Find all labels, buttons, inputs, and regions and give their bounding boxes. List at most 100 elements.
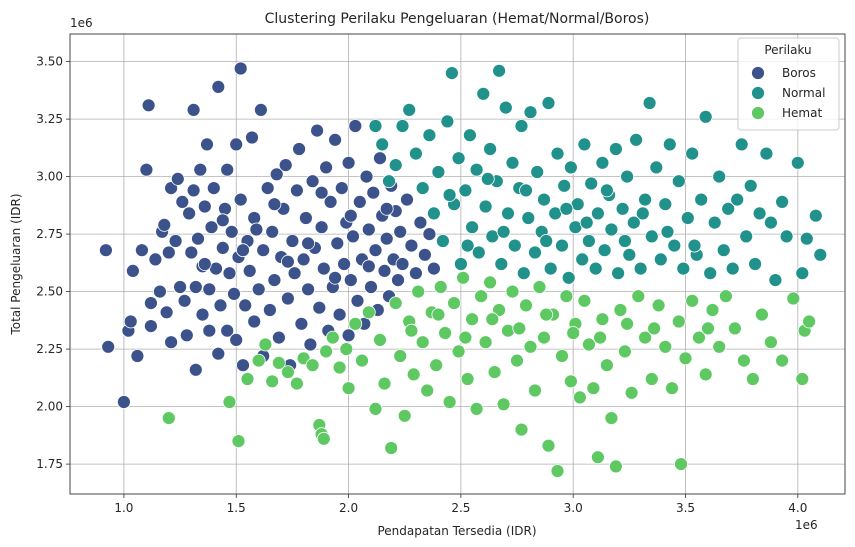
data-point-normal xyxy=(523,105,538,120)
data-point-normal xyxy=(604,222,619,237)
data-point-hemat xyxy=(348,316,363,331)
data-point-boros xyxy=(350,293,365,308)
data-point-normal xyxy=(764,215,778,230)
data-point-normal xyxy=(564,160,578,175)
data-point-normal xyxy=(501,206,515,221)
chart-title: Clustering Perilaku Pengeluaran (Hemat/N… xyxy=(265,11,650,27)
data-point-hemat xyxy=(420,383,435,398)
data-point-boros xyxy=(173,280,188,294)
data-point-hemat xyxy=(764,335,778,350)
data-point-hemat xyxy=(271,355,286,370)
data-point-normal xyxy=(496,224,511,239)
data-point-normal xyxy=(591,206,605,221)
data-point-boros xyxy=(393,224,408,239)
data-point-normal xyxy=(752,206,767,221)
data-point-hemat xyxy=(258,337,273,352)
data-point-boros xyxy=(377,263,392,278)
data-point-boros xyxy=(164,335,179,350)
data-point-normal xyxy=(734,137,749,152)
data-point-normal xyxy=(629,132,643,147)
data-point-hemat xyxy=(746,372,760,386)
data-point-normal xyxy=(660,224,675,239)
data-point-boros xyxy=(159,305,174,320)
data-point-hemat xyxy=(620,316,634,331)
data-point-boros xyxy=(296,252,311,267)
data-point-hemat xyxy=(555,349,569,363)
data-point-normal xyxy=(519,183,533,198)
data-point-hemat xyxy=(384,441,399,455)
data-point-hemat xyxy=(678,351,693,366)
data-point-hemat xyxy=(373,332,387,347)
data-point-normal xyxy=(382,174,396,189)
data-point-hemat xyxy=(442,395,457,409)
data-point-normal xyxy=(440,114,455,129)
data-point-hemat xyxy=(582,337,596,352)
legend-marker-boros xyxy=(751,66,765,80)
data-point-boros xyxy=(197,199,212,214)
data-point-normal xyxy=(579,215,594,230)
data-point-hemat xyxy=(532,280,547,294)
data-point-boros xyxy=(379,231,394,246)
data-point-boros xyxy=(152,284,167,299)
data-point-hemat xyxy=(438,326,453,340)
data-point-normal xyxy=(577,137,592,152)
data-point-normal xyxy=(649,160,664,175)
data-point-boros xyxy=(229,137,244,152)
data-point-boros xyxy=(417,247,432,262)
data-point-normal xyxy=(775,194,789,209)
data-point-boros xyxy=(195,307,210,322)
data-point-hemat xyxy=(541,438,556,453)
data-point-normal xyxy=(550,146,565,161)
data-point-hemat xyxy=(705,303,720,317)
data-point-hemat xyxy=(483,275,498,290)
data-point-normal xyxy=(451,151,466,166)
data-point-boros xyxy=(134,243,149,258)
data-point-hemat xyxy=(528,383,542,398)
data-point-boros xyxy=(364,280,378,294)
data-point-hemat xyxy=(501,323,515,338)
data-point-normal xyxy=(462,128,477,143)
legend-label-hemat: Hemat xyxy=(782,106,822,120)
data-point-normal xyxy=(492,63,507,78)
data-point-boros xyxy=(323,194,338,209)
data-point-normal xyxy=(431,165,446,179)
data-point-normal xyxy=(395,119,410,133)
data-point-boros xyxy=(332,307,347,322)
data-point-boros xyxy=(422,227,437,242)
data-point-normal xyxy=(662,137,677,152)
legend-box xyxy=(737,37,840,131)
data-point-hemat xyxy=(559,289,574,304)
data-point-boros xyxy=(229,332,244,347)
data-point-normal xyxy=(671,174,686,189)
data-point-boros xyxy=(236,243,250,258)
y-tick-label: 3.00 xyxy=(36,170,63,184)
legend-marker-normal xyxy=(751,86,765,100)
data-point-normal xyxy=(575,252,590,267)
data-point-normal xyxy=(618,234,632,248)
data-point-normal xyxy=(633,261,648,276)
data-point-normal xyxy=(444,66,459,80)
data-point-normal xyxy=(600,183,614,198)
data-point-boros xyxy=(186,183,201,198)
data-point-hemat xyxy=(698,367,713,382)
data-point-boros xyxy=(191,231,205,246)
tick-layer: 1.0 1.5 2.0 2.5 3.0 3.5 4.0 1.75 2.00 2.25 2.50 2.7… xyxy=(36,55,807,515)
data-point-normal xyxy=(507,238,522,253)
data-point-boros xyxy=(123,314,138,329)
data-point-normal xyxy=(626,215,641,230)
data-point-boros xyxy=(267,273,282,288)
data-point-boros xyxy=(310,123,325,138)
data-point-hemat xyxy=(577,293,592,308)
data-point-boros xyxy=(400,192,414,207)
data-point-hemat xyxy=(415,335,430,350)
data-point-normal xyxy=(658,197,673,212)
data-point-hemat xyxy=(361,305,376,320)
data-point-boros xyxy=(260,181,275,196)
data-point-hemat xyxy=(505,284,520,299)
data-point-normal xyxy=(759,146,774,161)
data-point-normal xyxy=(375,137,390,152)
data-point-hemat xyxy=(671,314,686,329)
y-tick-label: 2.75 xyxy=(36,227,63,241)
data-point-hemat xyxy=(728,321,742,336)
data-point-boros xyxy=(202,282,217,297)
